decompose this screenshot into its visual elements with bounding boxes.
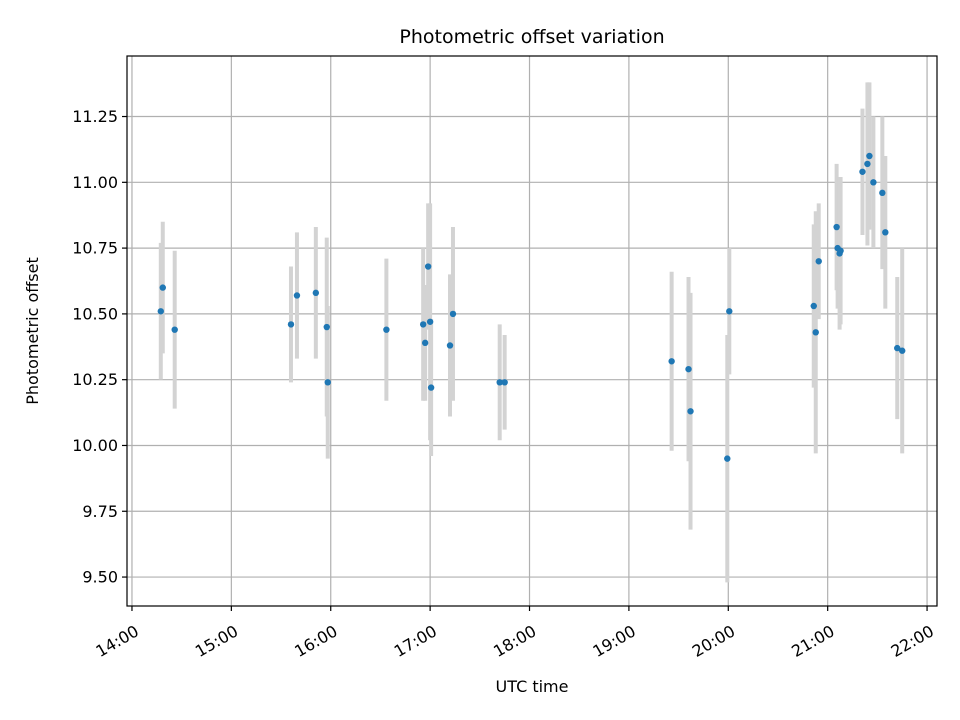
data-point <box>833 223 840 231</box>
grid <box>127 56 937 606</box>
data-point <box>419 321 427 328</box>
data-point <box>421 339 429 347</box>
data-point <box>171 326 178 333</box>
data-point <box>870 179 877 186</box>
data-point <box>724 455 731 462</box>
data-point <box>383 326 390 333</box>
data-point <box>427 384 435 391</box>
data-point <box>496 379 503 386</box>
data-point <box>894 344 901 352</box>
data-point <box>312 289 320 297</box>
y-tick-label: 11.00 <box>72 173 118 192</box>
data-point <box>879 189 886 197</box>
plot-frame <box>126 55 938 607</box>
y-axis-label: Photometric offset <box>23 257 42 405</box>
data-point <box>449 310 457 318</box>
data-point <box>324 379 331 386</box>
data-point <box>426 318 434 325</box>
y-tick-label: 9.50 <box>82 568 118 587</box>
data-point <box>446 342 454 349</box>
x-axis-label: UTC time <box>496 677 569 696</box>
data-point <box>287 321 295 328</box>
data-point <box>293 292 301 299</box>
y-axis-ticks: 9.50 9.75 10.00 10.25 10.50 10.75 11.00 11.25 <box>72 107 127 587</box>
data-point <box>424 263 432 270</box>
y-tick-label: 10.25 <box>72 370 118 389</box>
data-point <box>882 229 889 236</box>
data-point <box>837 247 844 254</box>
data-point <box>159 284 166 291</box>
data-point <box>323 323 330 331</box>
data-point <box>815 258 822 265</box>
y-tick-label: 10.75 <box>72 239 118 258</box>
data-point <box>668 358 675 365</box>
data-point <box>726 308 733 315</box>
data-point <box>864 160 871 168</box>
data-point <box>501 379 508 386</box>
chart-title: Photometric offset variation <box>399 26 664 48</box>
y-tick-label: 10.00 <box>72 436 118 455</box>
data-point <box>687 408 694 415</box>
data-points <box>157 152 906 462</box>
y-tick-label: 11.25 <box>72 107 118 126</box>
data-point <box>685 365 692 373</box>
y-tick-label: 9.75 <box>82 502 118 521</box>
data-point <box>859 168 866 175</box>
data-point <box>157 308 164 315</box>
data-point <box>810 302 817 310</box>
data-point <box>866 152 873 160</box>
data-point <box>899 347 906 354</box>
y-tick-label: 10.50 <box>72 304 118 323</box>
data-point <box>812 329 819 336</box>
